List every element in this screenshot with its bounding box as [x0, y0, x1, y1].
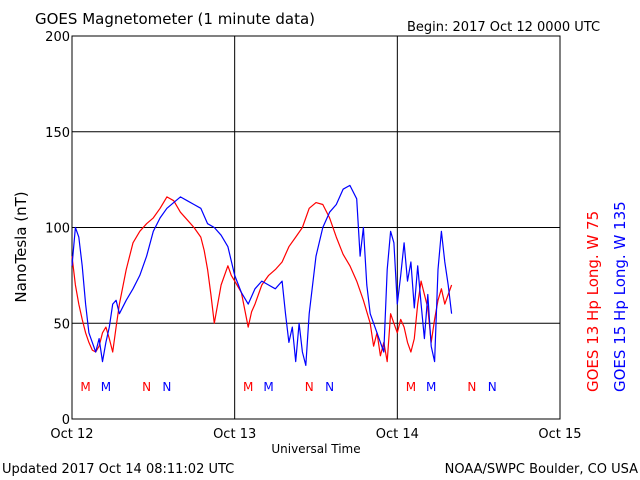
x-tick-label: Oct 12 [50, 427, 93, 442]
updated-timestamp: Updated 2017 Oct 14 08:11:02 UTC [2, 462, 234, 477]
chart-title: GOES Magnetometer (1 minute data) [35, 10, 315, 28]
y-tick-label: 150 [45, 126, 70, 141]
y-tick-label: 200 [45, 30, 70, 45]
series-lines [71, 184, 453, 366]
mn-marker: M [243, 380, 253, 394]
y-tick-label: 50 [53, 317, 70, 332]
legend-goes13: GOES 13 Hp Long. W 75 [584, 211, 602, 392]
y-tick-label: 0 [62, 413, 70, 428]
mn-marker: N [488, 380, 497, 394]
series-line-goes15 [71, 184, 453, 366]
x-axis-label: Universal Time [271, 442, 360, 456]
plot-grid [71, 35, 561, 420]
y-axis-ticks: 0 50 100 150 200 [45, 30, 70, 428]
mn-marker: M [101, 380, 111, 394]
credit-text: NOAA/SWPC Boulder, CO USA [445, 462, 638, 477]
mn-marker: M [406, 380, 416, 394]
x-tick-label: Oct 15 [538, 427, 581, 442]
x-axis-ticks: Oct 12 Oct 13 Oct 14 Oct 15 [50, 427, 581, 442]
mn-marker: N [325, 380, 334, 394]
mn-marker: M [80, 380, 90, 394]
begin-label: Begin: 2017 Oct 12 0000 UTC [407, 20, 600, 35]
mn-marker: N [142, 380, 151, 394]
mn-marker: M [426, 380, 436, 394]
mn-marker: N [467, 380, 476, 394]
x-tick-label: Oct 13 [213, 427, 256, 442]
series-line-goes13 [71, 196, 453, 363]
mn-marker: N [162, 380, 171, 394]
y-axis-label: NanoTesla (nT) [12, 191, 30, 302]
y-tick-label: 100 [45, 222, 70, 237]
x-tick-label: Oct 14 [376, 427, 419, 442]
mn-marker: N [305, 380, 314, 394]
mn-marker: M [263, 380, 273, 394]
legend-goes15: GOES 15 Hp Long. W 135 [611, 201, 629, 392]
